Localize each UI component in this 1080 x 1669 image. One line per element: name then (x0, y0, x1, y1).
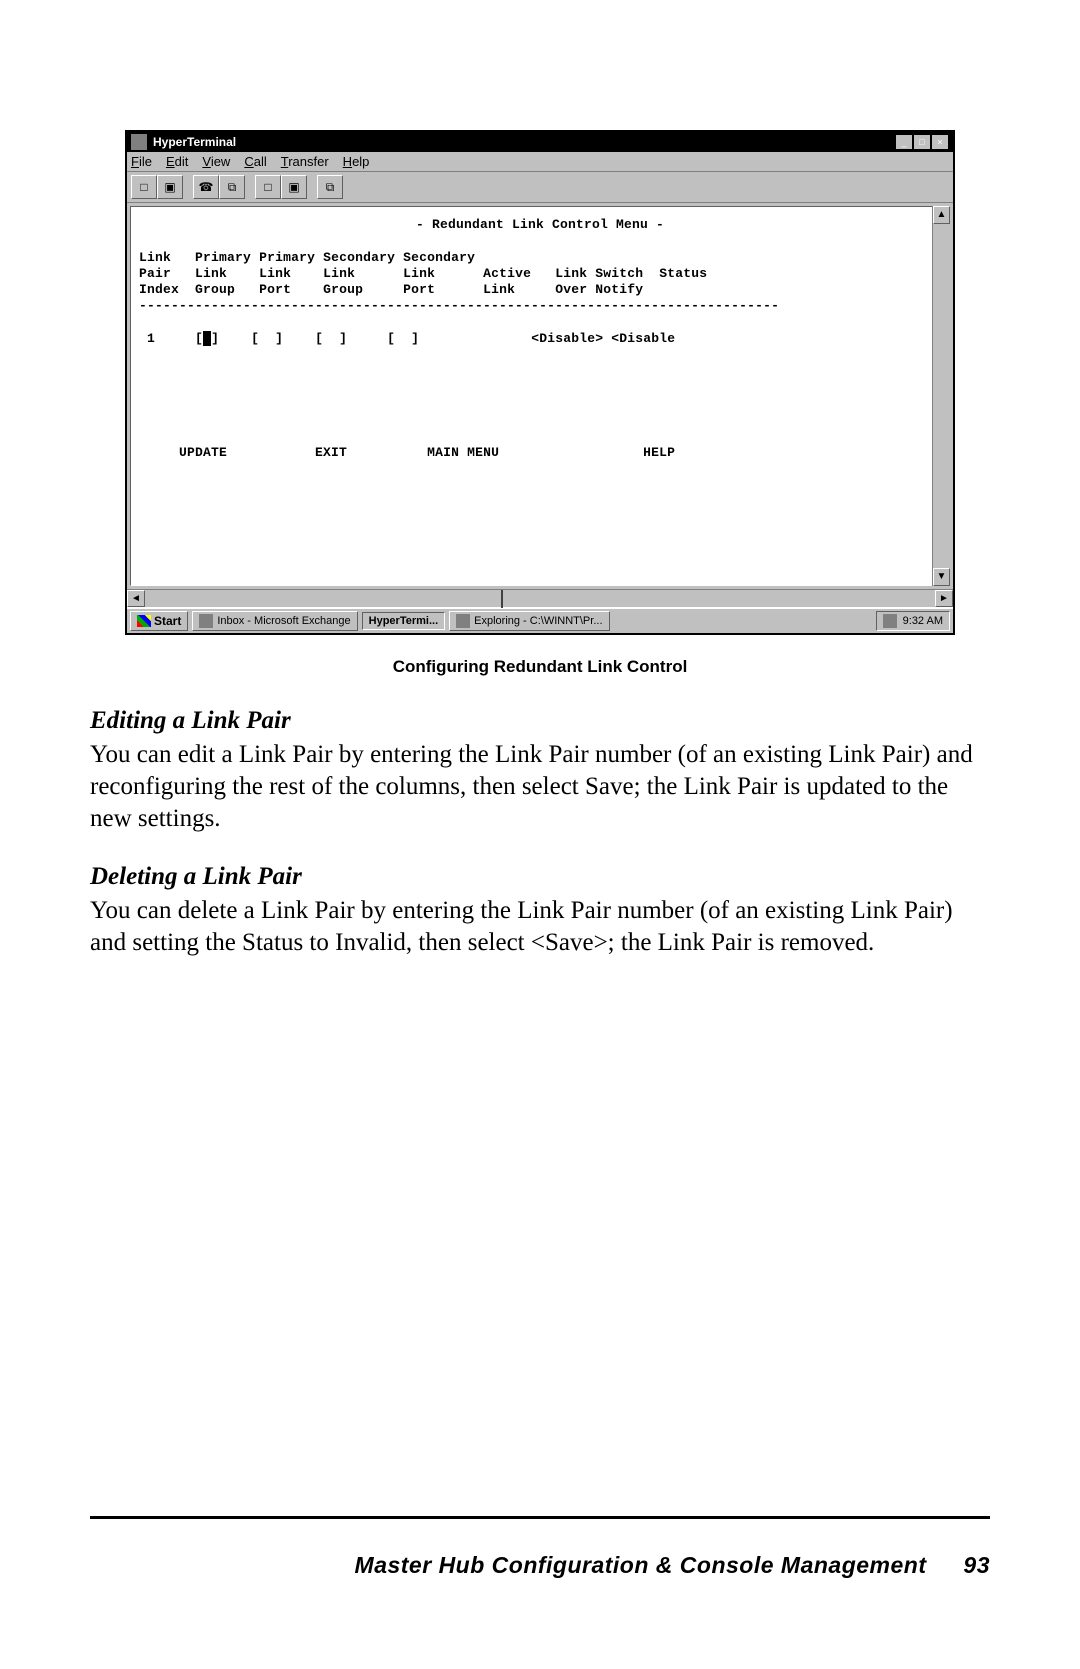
toolbar: □ ▣ ☎ ⧉ □ ▣ ⧉ (127, 172, 953, 203)
inbox-icon (199, 614, 213, 628)
terminal-area[interactable]: - Redundant Link Control Menu - Link Pri… (130, 206, 950, 586)
start-button[interactable]: Start (130, 611, 188, 631)
hdr-index: Index (139, 282, 179, 297)
field-primary-port[interactable]: [ ] (251, 331, 283, 346)
hdr-switch: Link Switch (555, 266, 643, 281)
page-footer: Master Hub Configuration & Console Manag… (355, 1552, 990, 1579)
page-number: 93 (963, 1552, 990, 1578)
window-title: HyperTerminal (153, 135, 895, 149)
taskbar: Start Inbox - Microsoft Exchange HyperTe… (127, 607, 953, 633)
hdr-status: Status (659, 266, 707, 281)
hdr-pair: Pair (139, 266, 171, 281)
paragraph-editing: You can edit a Link Pair by entering the… (90, 739, 990, 835)
tray-icon (883, 614, 897, 628)
hdr-secondary2: Secondary (403, 250, 475, 265)
exit-button[interactable]: EXIT (315, 445, 347, 460)
titlebar: HyperTerminal _ □ × (127, 132, 953, 152)
taskbar-item-hyperterminal[interactable]: HyperTermi... (362, 612, 446, 630)
update-button[interactable]: UPDATE (179, 445, 227, 460)
help-button[interactable]: HELP (643, 445, 675, 460)
close-button[interactable]: × (931, 134, 949, 150)
menu-edit[interactable]: Edit (166, 154, 188, 169)
footer-rule (90, 1516, 990, 1519)
system-menu-icon[interactable] (131, 134, 147, 150)
row-index: 1 (147, 331, 155, 346)
toolbar-send-icon[interactable]: □ (255, 175, 281, 199)
field-secondary-port[interactable]: [ ] (387, 331, 419, 346)
toolbar-call-icon[interactable]: ☎ (193, 175, 219, 199)
paragraph-deleting: You can delete a Link Pair by entering t… (90, 895, 990, 959)
scroll-left-icon[interactable]: ◄ (127, 590, 145, 607)
menu-file[interactable]: File (131, 154, 152, 169)
divider-line: ----------------------------------------… (139, 298, 779, 313)
menu-call[interactable]: Call (244, 154, 266, 169)
hdr-secondary1: Secondary (323, 250, 395, 265)
subhead-editing: Editing a Link Pair (90, 707, 990, 735)
hdr-primary1: Primary (195, 250, 251, 265)
maximize-button[interactable]: □ (913, 134, 931, 150)
menu-transfer[interactable]: Transfer (281, 154, 329, 169)
horizontal-scrollbar[interactable]: ◄ ► (127, 589, 953, 607)
field-status[interactable]: <Disable (611, 331, 675, 346)
field-secondary-group[interactable]: [ ] (315, 331, 347, 346)
toolbar-open-icon[interactable]: ▣ (157, 175, 183, 199)
menubar: File Edit View Call Transfer Help (127, 152, 953, 172)
terminal-title: - Redundant Link Control Menu - (139, 217, 941, 233)
toolbar-properties-icon[interactable]: ⧉ (317, 175, 343, 199)
hyperterminal-window: HyperTerminal _ □ × File Edit View Call … (125, 130, 955, 635)
mainmenu-button[interactable]: MAIN MENU (427, 445, 499, 460)
figure-caption: Configuring Redundant Link Control (90, 657, 990, 677)
scroll-up-icon[interactable]: ▲ (933, 206, 950, 224)
hdr-link: Link (139, 250, 171, 265)
field-switch[interactable]: <Disable> (531, 331, 603, 346)
taskbar-item-explorer[interactable]: Exploring - C:\WINNT\Pr... (449, 611, 609, 631)
vertical-scrollbar[interactable]: ▲ ▼ (932, 206, 950, 586)
cursor: █ (203, 331, 211, 346)
footer-title: Master Hub Configuration & Console Manag… (355, 1552, 927, 1578)
system-tray[interactable]: 9:32 AM (876, 611, 950, 631)
windows-flag-icon (137, 615, 151, 627)
toolbar-hangup-icon[interactable]: ⧉ (219, 175, 245, 199)
taskbar-item-inbox[interactable]: Inbox - Microsoft Exchange (192, 611, 357, 631)
subhead-deleting: Deleting a Link Pair (90, 863, 990, 891)
hdr-primary2: Primary (259, 250, 315, 265)
explorer-icon (456, 614, 470, 628)
menu-help[interactable]: Help (343, 154, 370, 169)
menu-view[interactable]: View (202, 154, 230, 169)
minimize-button[interactable]: _ (895, 134, 913, 150)
toolbar-new-icon[interactable]: □ (131, 175, 157, 199)
scroll-down-icon[interactable]: ▼ (933, 568, 950, 586)
hdr-active: Active (483, 266, 531, 281)
toolbar-receive-icon[interactable]: ▣ (281, 175, 307, 199)
clock: 9:32 AM (903, 615, 943, 627)
scroll-right-icon[interactable]: ► (935, 590, 953, 607)
